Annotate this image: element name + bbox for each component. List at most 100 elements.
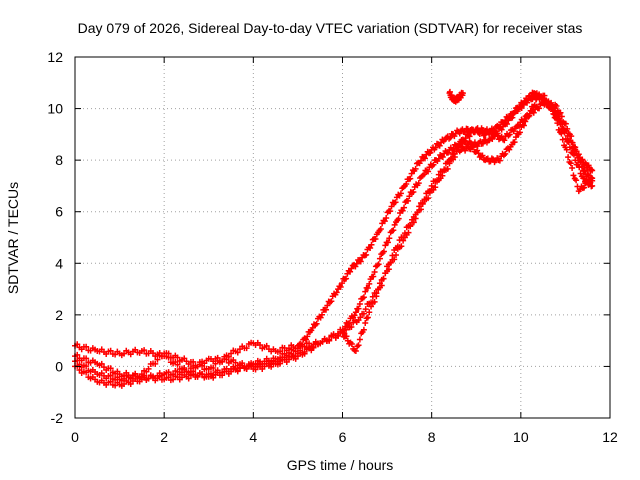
data-point xyxy=(362,306,369,313)
data-point xyxy=(563,146,570,153)
data-point xyxy=(377,225,384,232)
data-point xyxy=(421,155,428,162)
data-point xyxy=(355,305,362,312)
data-point xyxy=(185,369,192,376)
data-point xyxy=(355,342,362,349)
data-point xyxy=(425,168,432,175)
y-tick-label: -2 xyxy=(51,410,64,426)
data-point xyxy=(512,134,519,141)
data-point xyxy=(479,152,486,159)
data-point xyxy=(348,340,355,347)
data-point xyxy=(569,165,576,172)
data-point xyxy=(518,105,525,112)
data-point xyxy=(500,123,506,130)
data-point xyxy=(520,122,527,129)
data-point xyxy=(318,311,325,318)
data-point xyxy=(432,144,439,151)
data-point xyxy=(386,235,393,242)
data-point xyxy=(347,268,354,275)
data-point xyxy=(366,280,373,287)
y-tick-label: 0 xyxy=(55,358,63,374)
data-point xyxy=(263,342,270,349)
data-point xyxy=(302,336,309,343)
data-point xyxy=(559,136,566,143)
x-tick-label: 12 xyxy=(602,429,618,445)
data-point xyxy=(214,354,221,361)
data-point xyxy=(324,302,331,309)
data-point xyxy=(406,193,413,200)
data-point xyxy=(370,273,377,280)
data-point xyxy=(141,347,148,354)
data-point xyxy=(572,144,579,151)
y-tick-label: 6 xyxy=(55,204,63,220)
data-point xyxy=(333,289,340,296)
data-point xyxy=(522,118,529,125)
data-point xyxy=(286,353,292,360)
data-point xyxy=(470,144,477,151)
data-point xyxy=(194,363,201,370)
x-axis-label: GPS time / hours xyxy=(287,457,394,473)
data-point xyxy=(557,109,564,116)
data-point xyxy=(553,102,560,109)
data-point xyxy=(234,349,241,356)
data-point xyxy=(479,140,486,147)
data-point xyxy=(530,109,537,116)
data-point xyxy=(446,160,453,167)
data-point xyxy=(401,204,408,211)
data-point xyxy=(390,227,397,234)
series-fragment xyxy=(446,88,466,105)
data-point xyxy=(257,341,264,348)
data-point xyxy=(375,261,382,268)
data-point xyxy=(577,158,584,165)
data-point xyxy=(582,167,589,174)
data-point xyxy=(570,172,577,179)
data-point xyxy=(368,241,375,248)
data-point xyxy=(435,171,442,178)
data-point xyxy=(417,206,424,213)
data-point xyxy=(384,239,391,246)
data-point xyxy=(107,372,114,379)
data-point xyxy=(466,133,473,140)
data-point xyxy=(362,320,369,327)
x-tick-label: 0 xyxy=(71,429,79,445)
data-point xyxy=(170,376,177,383)
data-point xyxy=(410,219,417,226)
data-point xyxy=(83,363,90,370)
y-tick-label: 10 xyxy=(47,101,63,117)
data-point xyxy=(98,360,105,367)
data-point xyxy=(419,200,426,207)
data-point xyxy=(568,133,575,140)
data-point xyxy=(589,175,596,182)
data-point xyxy=(337,283,344,290)
x-tick-label: 2 xyxy=(160,429,168,445)
data-point xyxy=(372,236,379,243)
data-point xyxy=(107,347,114,354)
data-point xyxy=(456,130,463,137)
data-points xyxy=(72,88,596,389)
data-point xyxy=(498,126,505,133)
data-point xyxy=(511,139,518,146)
data-point xyxy=(360,294,367,301)
data-point xyxy=(194,373,201,380)
data-point xyxy=(447,134,454,141)
data-point xyxy=(387,208,394,215)
data-point xyxy=(549,105,556,112)
data-point xyxy=(210,372,217,379)
data-point xyxy=(360,326,367,333)
data-point xyxy=(539,95,546,102)
data-point xyxy=(439,154,446,161)
data-point xyxy=(232,359,239,366)
data-point xyxy=(381,218,388,225)
data-point xyxy=(543,98,550,105)
data-point xyxy=(489,128,496,135)
data-point xyxy=(415,180,422,187)
data-point xyxy=(343,326,350,333)
data-point xyxy=(380,275,387,282)
data-point xyxy=(573,148,580,155)
data-point xyxy=(581,184,588,191)
data-point xyxy=(558,113,565,120)
data-point xyxy=(328,298,335,305)
data-point xyxy=(392,199,399,206)
data-point xyxy=(536,105,543,112)
